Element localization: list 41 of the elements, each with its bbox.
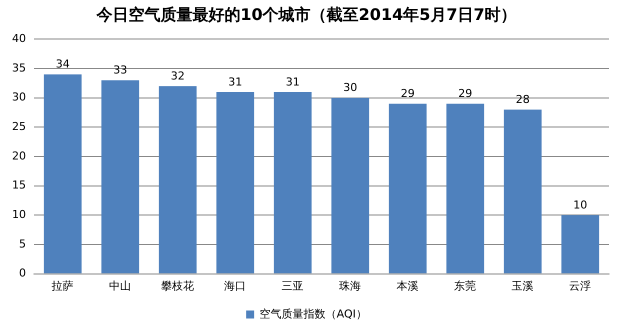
data-label: 32 <box>170 69 185 82</box>
data-label: 31 <box>228 75 242 88</box>
y-tick-label: 40 <box>12 32 26 46</box>
data-label: 10 <box>573 198 588 212</box>
x-tick-label: 玉溪 <box>512 279 534 292</box>
bar <box>158 86 197 274</box>
legend-label: 空气质量指数（AQI） <box>260 307 367 320</box>
bar <box>504 110 542 274</box>
data-label: 33 <box>113 64 128 77</box>
y-tick-label: 5 <box>18 237 26 250</box>
bar <box>561 215 600 274</box>
x-tick-label: 东莞 <box>454 279 476 292</box>
y-tick-label: 20 <box>12 149 26 162</box>
x-tick-label: 珠海 <box>339 279 362 292</box>
data-label: 29 <box>458 87 472 100</box>
data-label: 29 <box>400 87 415 100</box>
bar <box>216 92 254 274</box>
x-tick-label: 攀枝花 <box>161 279 194 292</box>
bar <box>388 104 427 274</box>
x-tick-label: 三亚 <box>282 279 304 292</box>
y-tick-label: 10 <box>12 208 26 222</box>
chart-title: 今日空气质量最好的10个城市（截至2014年5月7日7时） <box>95 4 517 24</box>
bar <box>331 98 370 274</box>
x-tick-label: 拉萨 <box>52 279 74 292</box>
x-tick-label: 海口 <box>224 279 246 292</box>
bar <box>44 74 82 274</box>
y-tick-label: 25 <box>12 120 26 134</box>
x-tick-label: 中山 <box>109 279 132 292</box>
bar <box>446 104 484 274</box>
data-label: 34 <box>56 58 70 71</box>
data-label: 30 <box>343 81 358 94</box>
x-tick-label: 本溪 <box>396 279 419 292</box>
data-label: 31 <box>286 75 300 88</box>
bar <box>101 80 140 274</box>
y-tick-label: 30 <box>12 90 26 104</box>
x-tick-label: 云浮 <box>569 279 592 292</box>
y-tick-label: 15 <box>12 178 26 192</box>
y-tick-label: 35 <box>12 61 26 74</box>
y-tick-label: 0 <box>18 266 26 280</box>
bar <box>274 92 312 274</box>
data-label: 28 <box>516 92 530 106</box>
